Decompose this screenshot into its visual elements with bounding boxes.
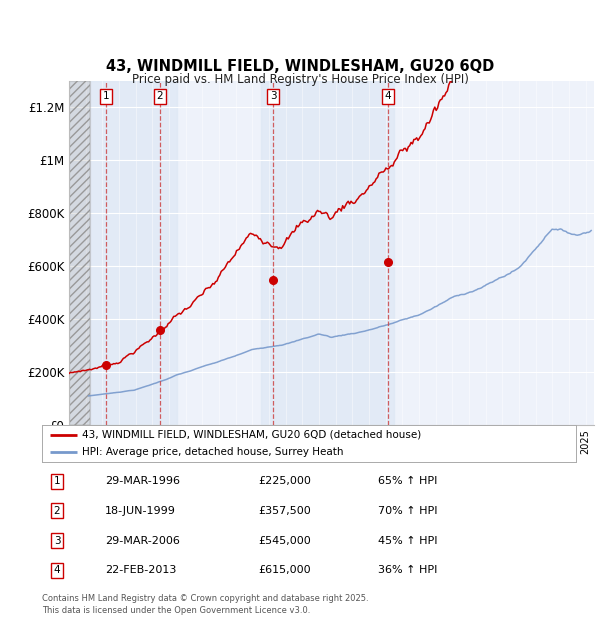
Text: £545,000: £545,000 — [258, 536, 311, 546]
Text: £225,000: £225,000 — [258, 476, 311, 486]
Text: 3: 3 — [269, 92, 277, 102]
Text: 3: 3 — [53, 536, 61, 546]
Text: 29-MAR-2006: 29-MAR-2006 — [105, 536, 180, 546]
Text: 36% ↑ HPI: 36% ↑ HPI — [378, 565, 437, 575]
Text: 2: 2 — [157, 92, 163, 102]
Text: 22-FEB-2013: 22-FEB-2013 — [105, 565, 176, 575]
Text: HPI: Average price, detached house, Surrey Heath: HPI: Average price, detached house, Surr… — [82, 447, 344, 457]
Text: 43, WINDMILL FIELD, WINDLESHAM, GU20 6QD: 43, WINDMILL FIELD, WINDLESHAM, GU20 6QD — [106, 59, 494, 74]
Bar — [69, 81, 90, 425]
Text: Contains HM Land Registry data © Crown copyright and database right 2025.
This d: Contains HM Land Registry data © Crown c… — [42, 594, 368, 615]
Text: 4: 4 — [53, 565, 61, 575]
Bar — [260, 81, 394, 425]
Text: 18-JUN-1999: 18-JUN-1999 — [105, 506, 176, 516]
Text: 43, WINDMILL FIELD, WINDLESHAM, GU20 6QD (detached house): 43, WINDMILL FIELD, WINDLESHAM, GU20 6QD… — [82, 430, 421, 440]
Text: 4: 4 — [385, 92, 391, 102]
Bar — [69, 81, 178, 425]
Text: 70% ↑ HPI: 70% ↑ HPI — [378, 506, 437, 516]
Text: 65% ↑ HPI: 65% ↑ HPI — [378, 476, 437, 486]
Bar — [69, 81, 90, 425]
Text: £615,000: £615,000 — [258, 565, 311, 575]
Text: Price paid vs. HM Land Registry's House Price Index (HPI): Price paid vs. HM Land Registry's House … — [131, 73, 469, 86]
Text: £357,500: £357,500 — [258, 506, 311, 516]
Text: 45% ↑ HPI: 45% ↑ HPI — [378, 536, 437, 546]
Text: 2: 2 — [53, 506, 61, 516]
Text: 1: 1 — [103, 92, 110, 102]
Text: 1: 1 — [53, 476, 61, 486]
Text: 29-MAR-1996: 29-MAR-1996 — [105, 476, 180, 486]
